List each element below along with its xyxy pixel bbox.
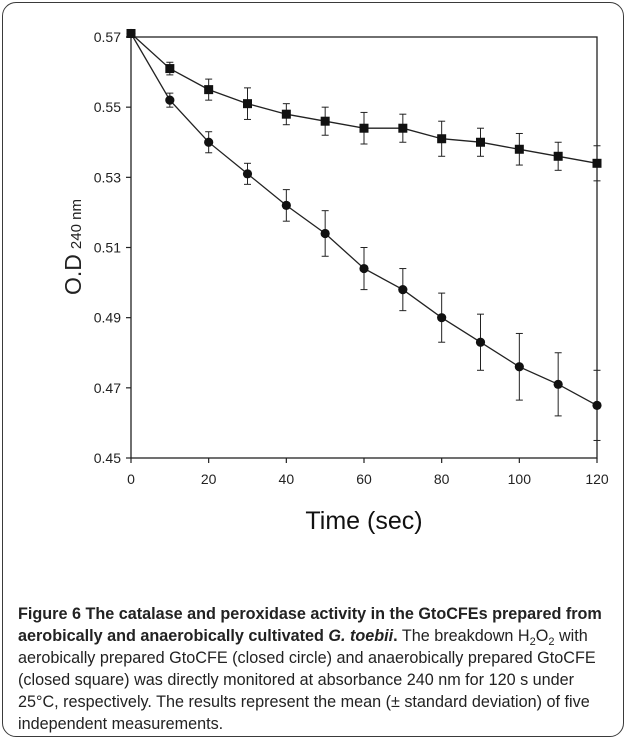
y-tick-label: 0.55 xyxy=(94,99,121,115)
caption-body-2: O xyxy=(535,627,549,645)
caption-sub-2: 2 xyxy=(548,636,555,649)
data-point-square xyxy=(320,116,330,126)
x-tick-label: 40 xyxy=(279,471,295,487)
data-point-square xyxy=(281,109,291,119)
data-point-square xyxy=(126,28,136,38)
caption-sub-1: 2 xyxy=(529,636,536,649)
caption-species: G. toebii xyxy=(328,627,394,645)
data-point-square xyxy=(476,137,485,147)
y-tick-label: 0.51 xyxy=(94,240,121,256)
x-tick-label: 20 xyxy=(201,471,217,487)
line-chart: 0.45 0.47 0.49 0.51 0.53 0.55 0.57 0 20 40 60 80 10… xyxy=(60,28,609,535)
data-point-circle xyxy=(165,95,175,105)
data-point-square xyxy=(359,123,369,133)
caption-body-1: The breakdown H xyxy=(397,627,530,645)
y-tick-label: 0.47 xyxy=(94,380,121,396)
figure-caption: Figure 6 The catalase and peroxidase act… xyxy=(18,603,614,735)
y-tick-label: 0.57 xyxy=(94,29,121,45)
data-point-circle xyxy=(553,379,563,389)
data-point-circle xyxy=(320,228,330,239)
x-tick-label: 60 xyxy=(356,471,372,487)
series-line-circle xyxy=(130,33,598,406)
data-point-circle xyxy=(437,313,447,323)
data-point-circle xyxy=(475,337,486,347)
data-point-circle xyxy=(359,263,369,274)
data-point-circle xyxy=(204,137,214,147)
data-point-square xyxy=(514,144,524,154)
y-tick-label: 0.45 xyxy=(94,450,121,466)
y-tick-label: 0.53 xyxy=(94,169,121,185)
data-point-circle xyxy=(242,169,253,179)
y-axis-label: O.D 240 nm xyxy=(60,199,86,295)
data-point-circle xyxy=(514,362,524,372)
caption-title-end: . xyxy=(393,627,398,645)
data-point-circle xyxy=(398,285,408,295)
data-point-square xyxy=(553,151,563,161)
y-tick-label: 0.49 xyxy=(94,310,121,326)
y-axis-label-main: O.D xyxy=(60,254,86,295)
data-point-square xyxy=(398,123,408,133)
data-point-circle xyxy=(281,200,291,210)
x-axis-label: Time (sec) xyxy=(305,507,422,535)
data-point-circle xyxy=(592,400,602,410)
caption-title: The catalase and peroxidase activity in … xyxy=(18,605,602,645)
y-axis-label-sub: 240 nm xyxy=(68,199,85,249)
x-tick-label: 0 xyxy=(127,471,135,487)
caption-body-3: with aerobically prepared GtoCFE (closed… xyxy=(18,627,596,733)
caption-figure-label: Figure 6 xyxy=(18,605,81,623)
data-point-square xyxy=(592,158,602,168)
data-point-square xyxy=(437,134,447,144)
data-point-square xyxy=(204,85,214,95)
x-tick-label: 120 xyxy=(585,471,609,487)
x-tick-label: 80 xyxy=(434,471,450,487)
x-tick-label: 100 xyxy=(508,471,532,487)
data-point-square xyxy=(165,64,175,74)
data-point-square xyxy=(243,99,252,109)
